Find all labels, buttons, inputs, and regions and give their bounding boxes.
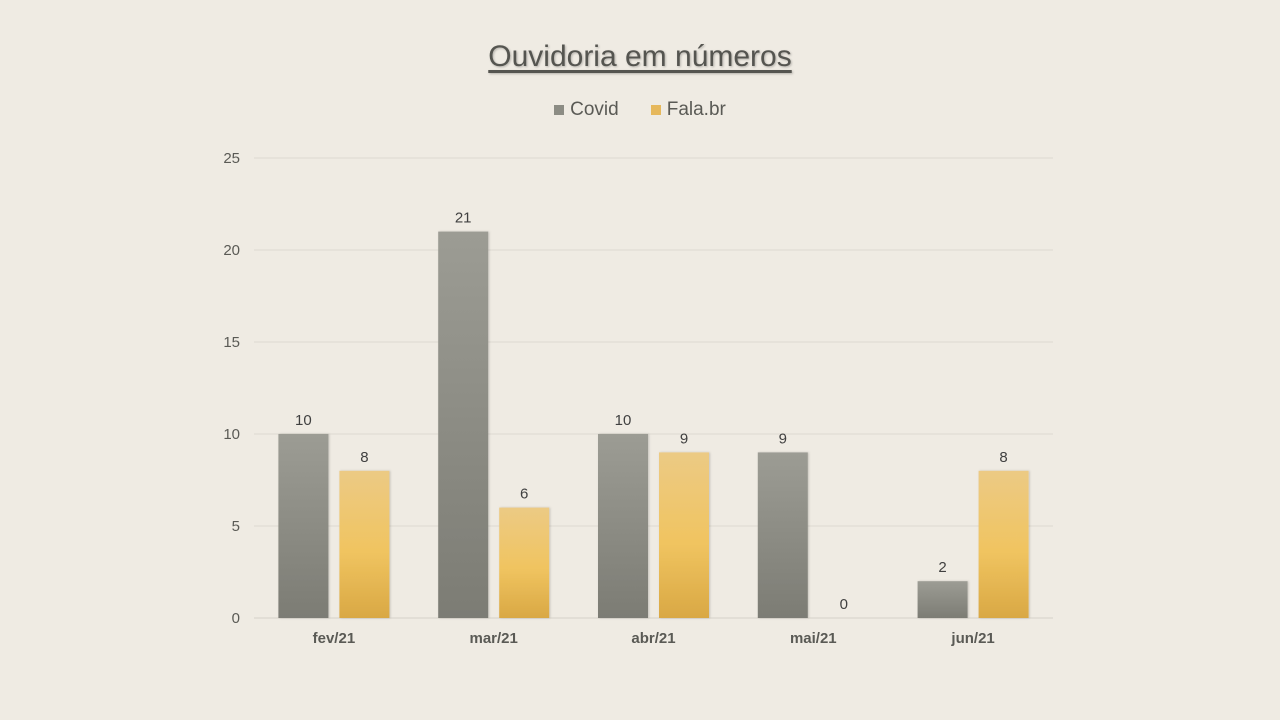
legend-label-covid: Covid (570, 99, 619, 120)
y-tick-label: 25 (223, 150, 240, 167)
x-category-label: abr/21 (631, 630, 675, 647)
y-tick-label: 0 (232, 610, 240, 627)
data-label-fala-br: 9 (680, 430, 688, 447)
data-label-fala-br: 0 (840, 596, 848, 613)
data-label-covid: 10 (295, 412, 312, 429)
data-label-covid: 9 (779, 430, 787, 447)
x-category-label: jun/21 (950, 630, 994, 647)
y-tick-label: 10 (223, 426, 240, 443)
data-label-fala-br: 8 (360, 449, 368, 466)
legend-label-fala-br: Fala.br (666, 99, 726, 120)
data-label-covid: 10 (615, 412, 632, 429)
bar-fala-br-jun-21 (978, 470, 1029, 618)
chart-title: Ouvidoria em números (488, 40, 792, 73)
x-category-label: fev/21 (313, 630, 356, 647)
bar-covid-abr-21 (598, 434, 648, 618)
x-category-label: mar/21 (470, 630, 518, 647)
chart-legend: Covid Fala.br (0, 99, 1280, 121)
legend-swatch-fala-br (650, 105, 661, 115)
y-tick-label: 5 (232, 518, 240, 535)
bar-covid-mar-21 (438, 231, 489, 618)
bar-covid-mai-21 (757, 452, 808, 618)
bar-fala-br-mar-21 (499, 507, 550, 618)
data-label-fala-br: 6 (520, 486, 528, 503)
bar-covid-fev-21 (278, 434, 329, 618)
y-tick-label: 15 (223, 334, 240, 351)
data-label-covid: 2 (938, 559, 946, 576)
legend-entry-covid: Covid (554, 99, 619, 121)
data-label-covid: 21 (455, 210, 472, 227)
bar-fala-br-fev-21 (339, 470, 390, 618)
legend-entry-fala-br: Fala.br (650, 99, 726, 121)
bar-fala-br-abr-21 (659, 452, 709, 618)
legend-swatch-covid (554, 105, 565, 115)
y-tick-label: 20 (223, 242, 240, 259)
bar-covid-jun-21 (917, 581, 968, 618)
x-category-label: mai/21 (790, 630, 837, 647)
data-label-fala-br: 8 (999, 449, 1007, 466)
